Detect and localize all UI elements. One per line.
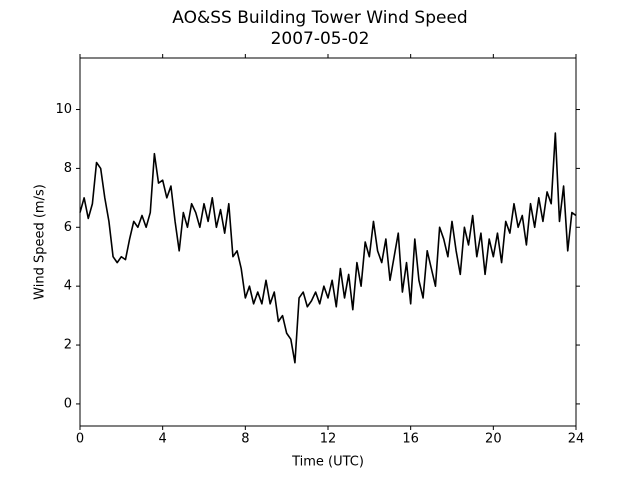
plot-frame [79,57,577,427]
y-tick-label: 4 [64,279,72,294]
chart-subtitle: 2007-05-02 [271,29,370,49]
x-tick-label: 12 [320,432,337,447]
x-tick-label: 20 [485,432,502,447]
x-tick-label: 8 [241,432,249,447]
y-axis-label: Wind Speed (m/s) [33,184,48,300]
x-tick-label: 4 [159,432,167,447]
y-tick-label: 0 [64,396,72,411]
y-tick-label: 2 [64,338,72,353]
x-tick-label: 16 [402,432,419,447]
x-tick-label: 24 [568,432,585,447]
x-tick-label: 0 [76,432,84,447]
y-tick-label: 6 [64,220,72,235]
data-line [79,132,577,364]
y-tick-label: 10 [55,102,72,117]
y-tick-label: 8 [64,161,72,176]
x-axis-label: Time (UTC) [291,455,364,470]
chart-title: AO&SS Building Tower Wind Speed [172,8,467,28]
